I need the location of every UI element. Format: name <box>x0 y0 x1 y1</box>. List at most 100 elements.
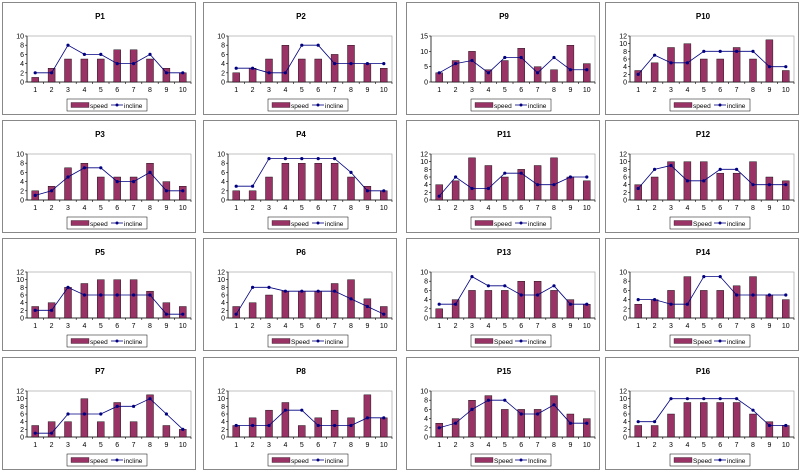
x-tick-label: 8 <box>751 205 755 212</box>
bar-speed <box>281 402 290 438</box>
bar-speed <box>533 281 542 319</box>
legend-incline-marker <box>718 103 722 107</box>
legend-speed-swatch <box>271 457 291 463</box>
x-tick-label: 7 <box>333 205 337 212</box>
x-tick-label: 1 <box>234 442 238 449</box>
x-tick-label: 1 <box>437 323 441 330</box>
point-incline <box>99 52 103 57</box>
x-tick-label: 4 <box>685 323 689 330</box>
legend-box <box>267 453 349 467</box>
y-tick-label: 12 <box>217 389 225 396</box>
legend-incline-marker <box>519 458 523 462</box>
point-incline <box>333 157 337 161</box>
x-tick-label: 10 <box>782 323 790 330</box>
bar-speed <box>281 290 290 319</box>
y-tick-label: 0 <box>424 435 428 442</box>
point-incline <box>33 431 37 435</box>
x-tick-label: 8 <box>751 442 755 449</box>
x-tick-label: 4 <box>82 205 86 212</box>
point-incline <box>767 423 771 428</box>
legend-speed-swatch <box>271 102 291 108</box>
bar-speed <box>765 39 774 83</box>
bar-speed <box>700 290 708 319</box>
x-tick-label: 6 <box>718 205 722 212</box>
y-tick-label: 8 <box>221 404 225 411</box>
bar-speed <box>330 409 339 438</box>
bar-speed <box>749 161 757 201</box>
x-tick-label: 5 <box>503 442 507 449</box>
bar-speed <box>566 45 575 83</box>
bar-speed <box>281 45 290 83</box>
bar-speed <box>667 413 675 438</box>
y-tick-label: 8 <box>20 285 24 292</box>
bar-speed <box>265 58 273 83</box>
bar-speed <box>732 285 741 319</box>
legend: Speed incline <box>669 453 751 467</box>
legend-incline-marker <box>718 221 722 225</box>
legend-box <box>470 216 552 230</box>
bar-speed <box>435 422 443 438</box>
point-incline <box>132 62 136 66</box>
legend-box <box>470 334 552 348</box>
y-tick-label: 8 <box>623 49 627 56</box>
point-incline <box>234 184 238 188</box>
bar-speed <box>80 58 89 83</box>
x-tick-label: 1 <box>437 205 441 212</box>
legend: speed incline <box>66 334 148 348</box>
point-incline <box>99 293 103 297</box>
bar-speed <box>80 163 89 201</box>
x-tick-label: 7 <box>536 87 540 94</box>
x-tick-label: 6 <box>316 205 320 212</box>
legend-box <box>66 216 148 230</box>
line-incline <box>439 56 587 74</box>
x-tick-label: 7 <box>333 87 337 94</box>
chart-panel-p1: P1 0 2 4 6 8 10 1 2 3 4 5 6 7 8 9 10 speed incline <box>2 2 196 115</box>
y-tick-label: 4 <box>623 64 627 71</box>
y-tick-label: 0 <box>20 198 24 205</box>
x-tick-label: 7 <box>536 205 540 212</box>
point-incline <box>552 284 556 288</box>
y-tick-label: 2 <box>623 72 627 79</box>
x-tick-label: 8 <box>552 205 556 212</box>
chart-title: P2 <box>296 12 306 21</box>
chart-title: P8 <box>296 367 306 376</box>
y-tick-label: 0 <box>221 198 225 205</box>
bar-speed <box>162 67 171 83</box>
point-incline <box>316 157 320 161</box>
point-incline <box>735 49 739 53</box>
chart-panel-p16: P16 0 2 4 6 8 10 12 1 2 3 4 5 6 7 8 9 10 Speed incline <box>605 357 799 470</box>
legend-speed-label: Speed <box>693 221 712 228</box>
legend-incline-label: incline <box>325 339 344 346</box>
legend: Speed incline <box>669 334 751 348</box>
point-incline <box>735 293 739 297</box>
bar-speed <box>716 58 724 83</box>
legend-incline-label: incline <box>727 221 746 228</box>
x-tick-label: 7 <box>132 205 136 212</box>
legend-speed-label: Speed <box>693 458 712 465</box>
point-incline <box>148 293 152 297</box>
point-incline <box>164 189 168 193</box>
y-tick-label: 0 <box>623 435 627 442</box>
legend-speed-label: speed <box>90 221 108 228</box>
line-incline <box>637 165 786 189</box>
x-tick-label: 4 <box>486 323 490 330</box>
y-tick-label: 2 <box>221 308 225 315</box>
y-tick-label: 8 <box>623 279 627 286</box>
point-incline <box>251 184 255 188</box>
y-tick-label: 0 <box>623 198 627 205</box>
x-tick-label: 6 <box>718 323 722 330</box>
x-tick-label: 7 <box>536 323 540 330</box>
y-tick-label: 0 <box>20 80 24 87</box>
x-tick-label: 5 <box>300 87 304 94</box>
bar-speed <box>265 176 273 201</box>
x-tick-label: 2 <box>50 87 54 94</box>
point-incline <box>653 420 657 424</box>
point-incline <box>568 302 572 306</box>
chart-panel-p2: P2 0 2 4 6 8 10 1 2 3 4 5 6 7 8 9 10 speed incline <box>203 2 397 115</box>
bar-speed <box>468 51 476 83</box>
legend: speed incline <box>66 216 148 230</box>
point-incline <box>669 163 673 168</box>
